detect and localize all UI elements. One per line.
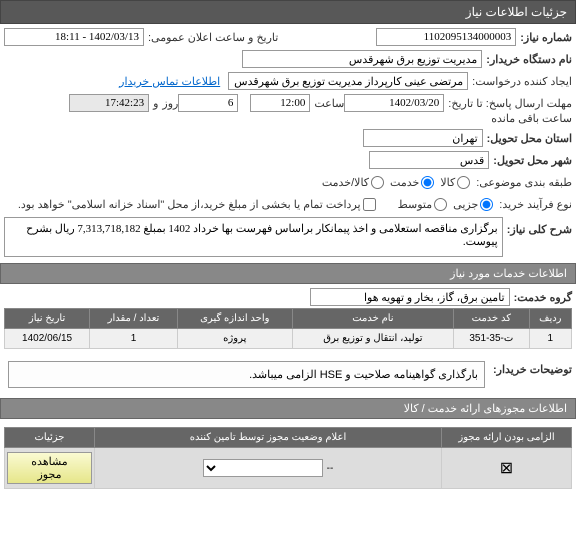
cell-status: -- [95,448,442,489]
table-row: 1 ت-35-351 تولید، انتقال و توزیع برق پرو… [5,329,572,349]
khedmat-label: خدمت [386,176,419,189]
general-desc-textarea[interactable] [4,217,503,257]
buyer-org-label: نام دستگاه خریدار: [482,53,572,66]
cell-qty: 1 [90,329,178,349]
announce-date-input[interactable] [4,28,144,46]
mandatory-checkbox-icon: ⊠ [500,460,513,477]
time-remaining-input [69,94,149,112]
cell-unit: پروژه [177,329,292,349]
va-label: و [149,97,158,110]
col-date: تاریخ نیاز [5,309,90,329]
col-status: اعلام وضعیت مجوز توسط تامین کننده [95,428,442,448]
contact-link[interactable]: اطلاعات تماس خریدار [119,75,220,88]
days-remaining-input[interactable] [178,94,238,112]
buyer-org-input[interactable] [242,50,482,68]
city-label: شهر محل تحویل: [489,154,572,167]
cell-date: 1402/06/15 [5,329,90,349]
cell-row: 1 [529,329,571,349]
page-header: جزئیات اطلاعات نیاز [0,0,576,24]
need-number-input[interactable] [376,28,516,46]
province-label: استان محل تحویل: [483,132,572,145]
col-qty: تعداد / مقدار [90,309,178,329]
khedmat-radio[interactable] [421,176,434,189]
need-number-label: شماره نیاز: [516,31,572,44]
services-table: ردیف کد خدمت نام خدمت واحد اندازه گیری ت… [4,308,572,349]
table-row: ⊠ -- مشاهده مجوز [5,448,572,489]
deadline-date-input[interactable] [344,94,444,112]
permits-header: اطلاعات مجوزهای ارائه خدمت / کالا [0,398,576,419]
cell-code: ت-35-351 [454,329,530,349]
view-permit-button[interactable]: مشاهده مجوز [7,452,92,484]
jozee-radio[interactable] [480,198,493,211]
rooz-label: روز [158,97,178,110]
kala-khedmat-label: کالا/خدمت [318,176,369,189]
payment-note: پرداخت تمام یا بخشی از مبلغ خرید،از محل … [14,198,361,211]
remaining-label: ساعت باقی مانده [487,112,572,125]
jozee-label: جزیی [449,198,478,211]
cell-name: تولید، انتقال و توزیع برق [292,329,453,349]
saat-label-1: ساعت [310,97,344,110]
buyer-notes-box: بارگذاری گواهینامه صلاحیت و HSE الزامی م… [8,361,485,388]
status-select[interactable] [203,459,323,477]
col-view: جزئیات [5,428,95,448]
col-mandatory: الزامی بودن ارائه مجوز [442,428,572,448]
service-group-input[interactable] [310,288,510,306]
deadline-label: مهلت ارسال پاسخ: تا تاریخ: [444,97,572,110]
service-group-label: گروه خدمت: [510,291,572,304]
city-input[interactable] [369,151,489,169]
cell-mandatory: ⊠ [442,448,572,489]
col-name: نام خدمت [292,309,453,329]
kala-radio[interactable] [457,176,470,189]
province-input[interactable] [363,129,483,147]
page-title: جزئیات اطلاعات نیاز [466,5,567,19]
motavaset-label: متوسط [394,198,433,211]
col-code: کد خدمت [454,309,530,329]
col-unit: واحد اندازه گیری [177,309,292,329]
announce-date-label: تاریخ و ساعت اعلان عمومی: [144,31,278,44]
services-header: اطلاعات خدمات مورد نیاز [0,263,576,284]
motavaset-radio[interactable] [434,198,447,211]
deadline-time-input[interactable] [250,94,310,112]
cell-view: مشاهده مجوز [5,448,95,489]
col-row: ردیف [529,309,571,329]
kala-label: کالا [436,176,455,189]
process-label: نوع فرآیند خرید: [495,198,572,211]
status-text: -- [327,463,334,474]
category-label: طبقه بندی موضوعی: [472,176,572,189]
requester-input[interactable] [228,72,468,90]
permits-table: الزامی بودن ارائه مجوز اعلام وضعیت مجوز … [4,427,572,489]
kala-khedmat-radio[interactable] [371,176,384,189]
payment-checkbox[interactable] [363,198,376,211]
requester-label: ایجاد کننده درخواست: [468,75,572,88]
general-desc-label: شرح کلی نیاز: [503,217,572,236]
buyer-notes-label: توضیحات خریدار: [489,357,572,376]
